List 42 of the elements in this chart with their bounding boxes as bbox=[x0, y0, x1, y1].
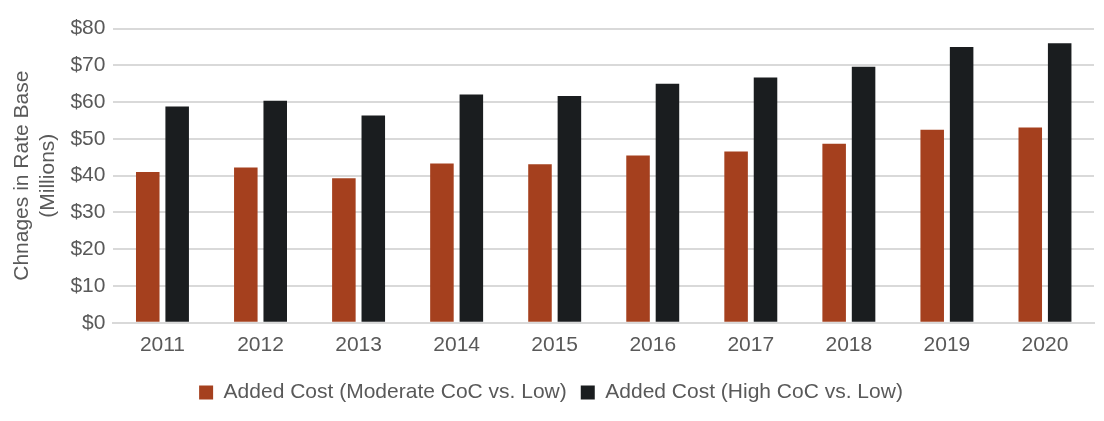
bar bbox=[851, 66, 876, 322]
x-tick-label: 2013 bbox=[335, 332, 382, 356]
bar bbox=[361, 115, 386, 322]
bar bbox=[234, 167, 258, 322]
bar bbox=[626, 155, 650, 322]
bar bbox=[949, 46, 974, 322]
y-tick-label: $70 bbox=[70, 52, 106, 76]
y-tick-label: $0 bbox=[82, 309, 106, 333]
x-tick-label: 2017 bbox=[727, 332, 775, 356]
legend-label: Added Cost (Moderate CoC vs. Low) bbox=[223, 379, 567, 403]
x-tick-label: 2020 bbox=[1021, 332, 1069, 356]
bar bbox=[655, 83, 680, 322]
y-tick-label: $50 bbox=[70, 125, 106, 149]
y-tick-label: $40 bbox=[70, 162, 106, 186]
bar bbox=[822, 143, 846, 322]
bar bbox=[332, 178, 356, 322]
bar bbox=[459, 94, 484, 322]
y-tick-label: $30 bbox=[70, 199, 106, 223]
bar bbox=[135, 172, 160, 322]
bar bbox=[724, 151, 748, 322]
x-tick-label: 2011 bbox=[139, 332, 186, 356]
y-tick-label: $20 bbox=[70, 236, 106, 260]
bar bbox=[1047, 43, 1072, 322]
y-axis-title: Chnages in Rate Base (Millions) bbox=[9, 70, 58, 281]
y-tick-label: $10 bbox=[70, 272, 106, 296]
x-tick-label: 2019 bbox=[923, 332, 971, 356]
y-tick-label: $60 bbox=[70, 88, 106, 112]
bar bbox=[1018, 127, 1043, 322]
x-tick-label: 2014 bbox=[433, 332, 481, 356]
x-tick-label: 2016 bbox=[629, 332, 677, 356]
x-tick-label: 2018 bbox=[825, 332, 873, 356]
bar bbox=[528, 164, 552, 322]
legend-label: Added Cost (High CoC vs. Low) bbox=[605, 379, 903, 403]
bar bbox=[430, 163, 454, 322]
bar bbox=[557, 95, 582, 322]
bar bbox=[920, 129, 944, 322]
bar bbox=[165, 106, 189, 322]
y-tick-label: $80 bbox=[70, 15, 106, 39]
x-tick-label: 2012 bbox=[237, 332, 284, 356]
bar bbox=[263, 100, 287, 322]
x-tick-label: 2015 bbox=[531, 332, 579, 356]
bar bbox=[753, 77, 778, 322]
